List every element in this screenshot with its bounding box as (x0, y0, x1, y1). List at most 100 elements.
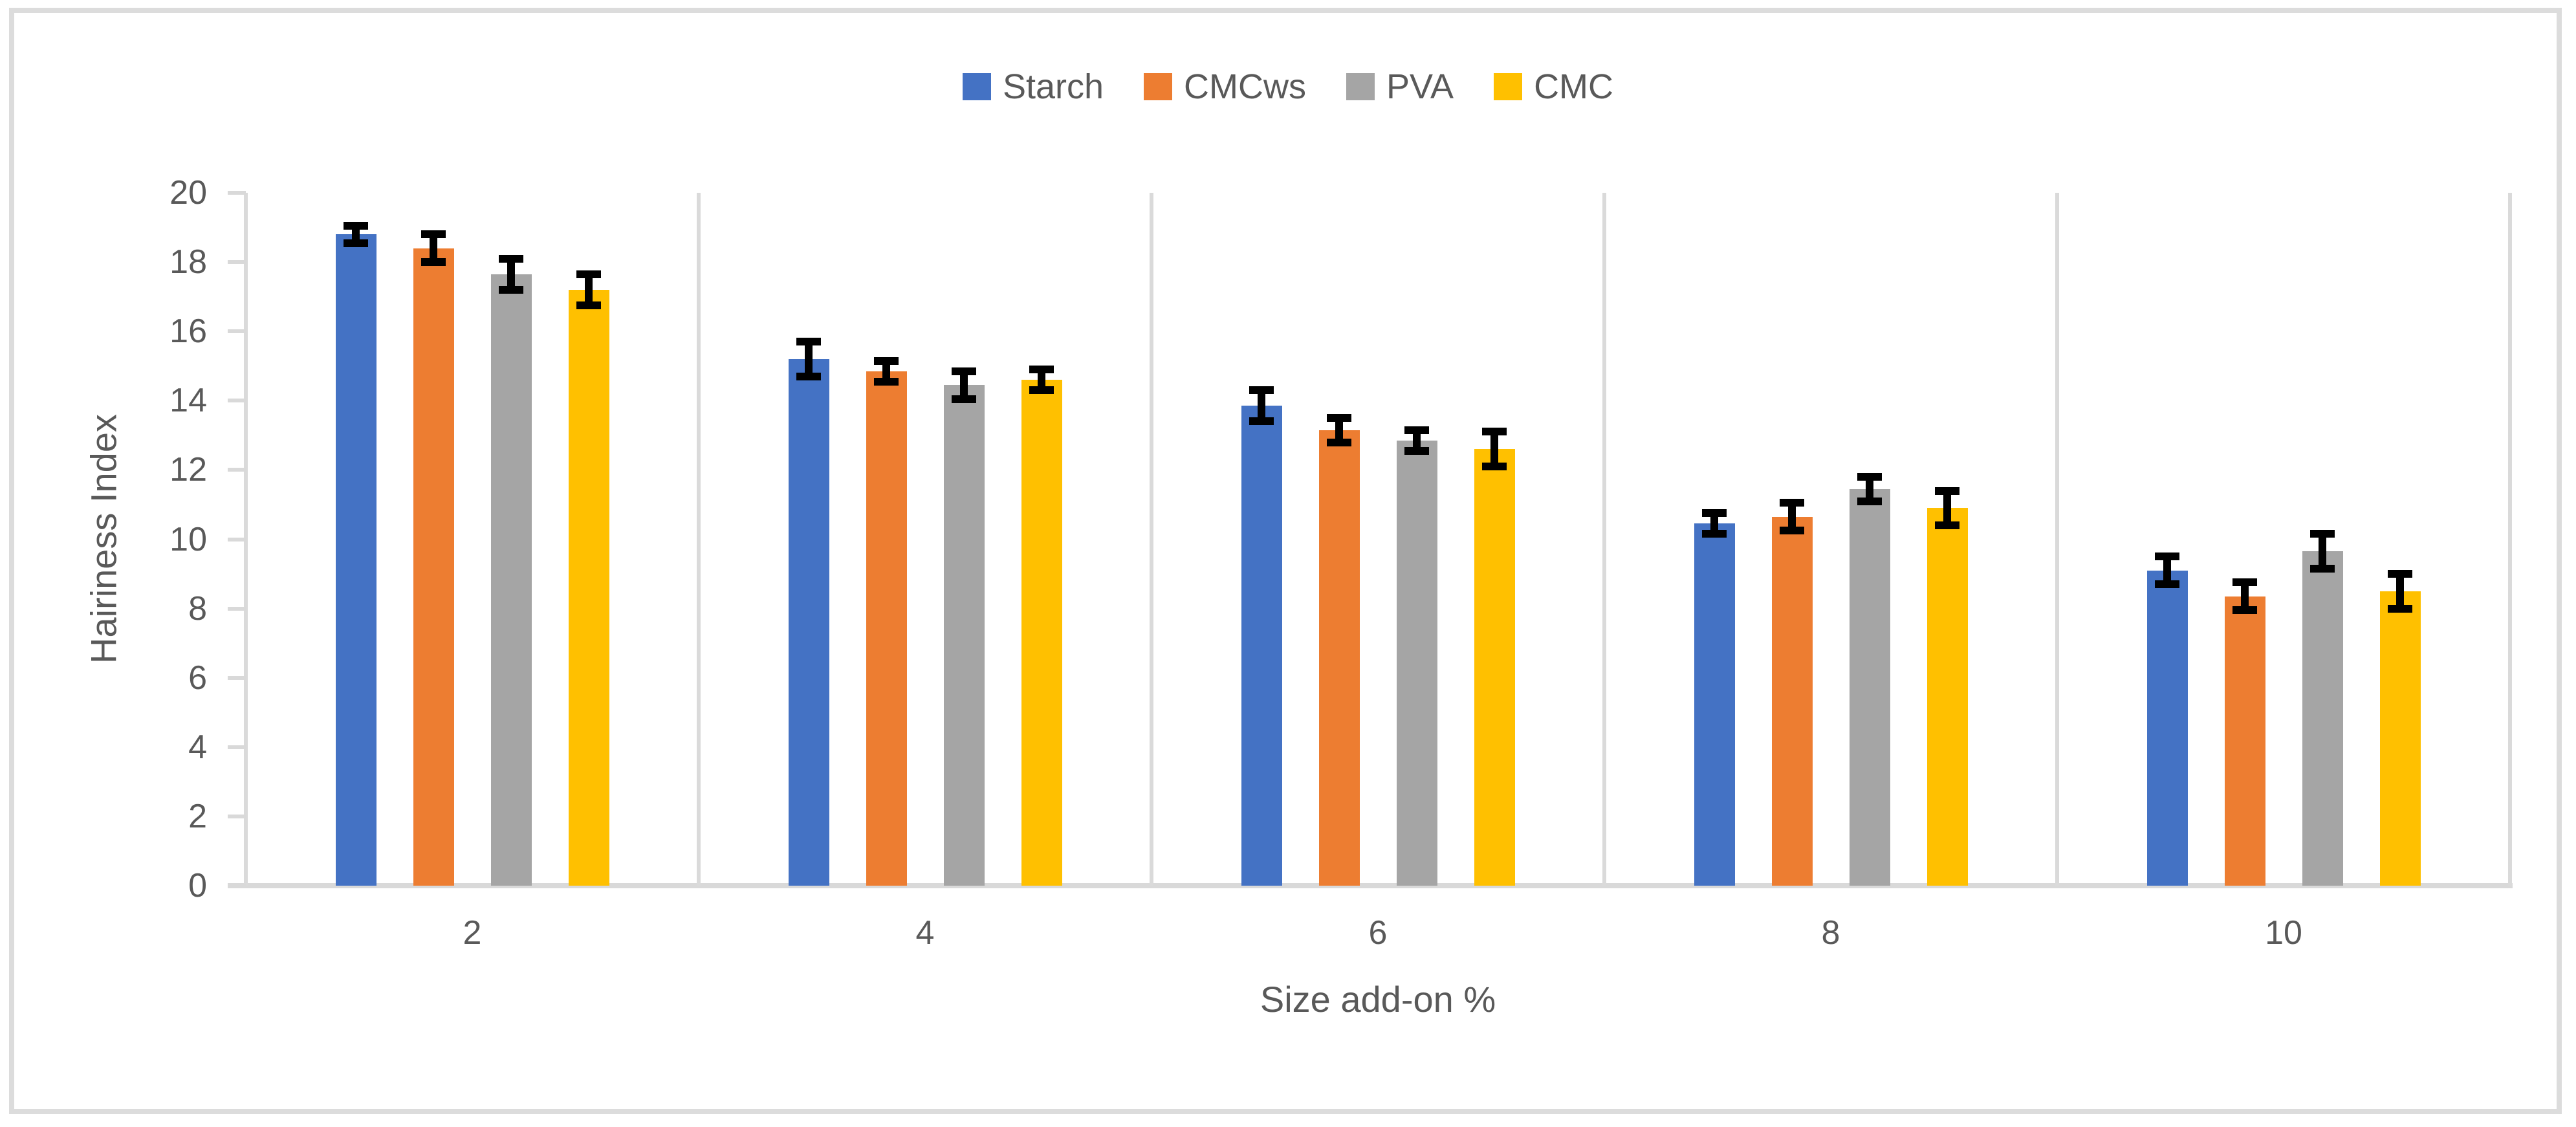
legend: Starch CMCws PVA CMC (0, 60, 2576, 114)
error-bar-line-cmcws-8 (1788, 503, 1796, 531)
bar-starch-6 (1241, 406, 1282, 886)
legend-swatch-icon (962, 73, 991, 100)
y-tick-mark (228, 260, 246, 265)
error-bar-cap-top-starch-8 (1702, 509, 1727, 518)
legend-item-cmcws: CMCws (1144, 69, 1306, 104)
error-bar-cap-top-cmc-4 (1029, 366, 1054, 374)
x-tick-label: 4 (915, 914, 935, 952)
bar-cmcws-4 (866, 371, 907, 886)
error-bar-line-starch-2 (352, 225, 360, 243)
error-bar-cap-top-cmcws-6 (1327, 414, 1351, 422)
bar-cmc-10 (2379, 591, 2421, 886)
error-bar-cap-bottom-pva-4 (952, 395, 976, 403)
error-bar-cap-top-pva-6 (1404, 426, 1429, 434)
y-tick-mark (228, 399, 246, 403)
error-bar-cap-top-starch-6 (1249, 386, 1274, 395)
y-tick-mark (228, 745, 246, 749)
error-bar-line-cmc-4 (1038, 369, 1045, 391)
y-tick-mark (228, 884, 246, 888)
legend-swatch-icon (1346, 73, 1375, 100)
bar-pva-8 (1849, 488, 1890, 886)
error-bar-cap-bottom-cmcws-4 (874, 377, 899, 386)
bar-cmcws-2 (413, 248, 454, 886)
error-bar-line-cmcws-6 (1335, 418, 1343, 443)
y-tick-label: 6 (188, 659, 207, 697)
bar-cmc-6 (1474, 449, 1515, 886)
error-bar-line-starch-6 (1258, 390, 1265, 422)
legend-item-pva: PVA (1346, 69, 1454, 104)
x-tick-label: 8 (1821, 914, 1840, 952)
error-bar-cap-top-starch-2 (344, 221, 368, 230)
bar-cmcws-6 (1318, 430, 1360, 886)
error-bar-cap-bottom-starch-8 (1702, 530, 1727, 538)
error-bar-line-pva-4 (960, 371, 968, 399)
error-bar-cap-top-cmc-8 (1935, 487, 1959, 495)
bar-starch-8 (1694, 523, 1735, 886)
error-bar-cap-top-pva-8 (1857, 473, 1882, 481)
bar-cmcws-10 (2224, 596, 2265, 886)
bar-pva-2 (490, 274, 532, 886)
error-bar-line-starch-8 (1710, 513, 1718, 534)
bar-pva-6 (1396, 440, 1437, 886)
error-bar-line-cmcws-4 (882, 360, 890, 382)
error-bar-cap-bottom-starch-2 (344, 239, 368, 247)
error-bar-cap-bottom-cmcws-10 (2232, 606, 2257, 615)
error-bar-cap-bottom-pva-2 (499, 285, 523, 294)
legend-swatch-icon (1494, 73, 1523, 100)
error-bar-line-cmc-10 (2396, 574, 2404, 609)
x-axis-line (228, 883, 2513, 888)
y-axis-line (244, 193, 248, 886)
y-tick-mark (228, 606, 246, 611)
error-bar-line-cmc-6 (1490, 432, 1498, 467)
error-bar-cap-bottom-cmc-10 (2388, 604, 2412, 613)
category-divider-line (2055, 193, 2059, 886)
y-tick-mark (228, 191, 246, 195)
error-bar-line-cmcws-10 (2241, 582, 2249, 611)
y-tick-label: 10 (169, 520, 207, 558)
error-bar-cap-bottom-cmc-2 (576, 301, 601, 310)
legend-label: Starch (1002, 67, 1104, 106)
y-tick-label: 14 (169, 382, 207, 420)
error-bar-cap-bottom-cmcws-8 (1780, 527, 1804, 535)
y-tick-mark (228, 329, 246, 334)
error-bar-line-pva-2 (507, 258, 515, 290)
y-tick-label: 18 (169, 243, 207, 281)
legend-label: CMC (1534, 67, 1614, 106)
y-tick-label: 2 (188, 797, 207, 835)
bar-starch-4 (788, 359, 829, 886)
error-bar-cap-bottom-pva-8 (1857, 497, 1882, 505)
y-tick-mark (228, 468, 246, 472)
category-divider-line (2508, 193, 2512, 886)
error-bar-cap-bottom-cmc-4 (1029, 386, 1054, 395)
error-bar-line-starch-4 (805, 342, 813, 377)
error-bar-line-pva-10 (2319, 534, 2326, 569)
error-bar-cap-bottom-pva-10 (2310, 565, 2335, 573)
bar-cmc-2 (568, 289, 609, 886)
error-bar-cap-top-cmc-10 (2388, 570, 2412, 578)
error-bar-line-pva-8 (1866, 477, 1873, 501)
bar-cmc-4 (1021, 380, 1062, 886)
bar-starch-10 (2146, 570, 2188, 886)
category-divider-line (697, 193, 701, 886)
y-tick-label: 20 (169, 174, 207, 212)
bar-cmc-8 (1927, 508, 1968, 886)
error-bar-cap-bottom-starch-4 (796, 372, 821, 380)
error-bar-cap-bottom-cmc-6 (1482, 463, 1507, 471)
error-bar-cap-top-pva-10 (2310, 530, 2335, 538)
error-bar-cap-top-starch-4 (796, 338, 821, 346)
error-bar-cap-top-cmcws-8 (1780, 499, 1804, 507)
error-bar-cap-top-pva-2 (499, 254, 523, 263)
x-axis-title: Size add-on % (1260, 979, 1496, 1020)
error-bar-cap-top-cmcws-4 (874, 356, 899, 365)
error-bar-cap-top-cmc-2 (576, 270, 601, 278)
y-tick-label: 4 (188, 728, 207, 766)
y-tick-mark (228, 814, 246, 818)
y-tick-mark (228, 537, 246, 542)
legend-item-cmc: CMC (1494, 69, 1613, 104)
error-bar-cap-top-cmcws-10 (2232, 578, 2257, 587)
error-bar-cap-top-cmc-6 (1482, 428, 1507, 436)
error-bar-line-cmc-2 (585, 274, 593, 306)
error-bar-cap-top-pva-4 (952, 367, 976, 375)
error-bar-cap-bottom-cmcws-2 (421, 258, 446, 267)
